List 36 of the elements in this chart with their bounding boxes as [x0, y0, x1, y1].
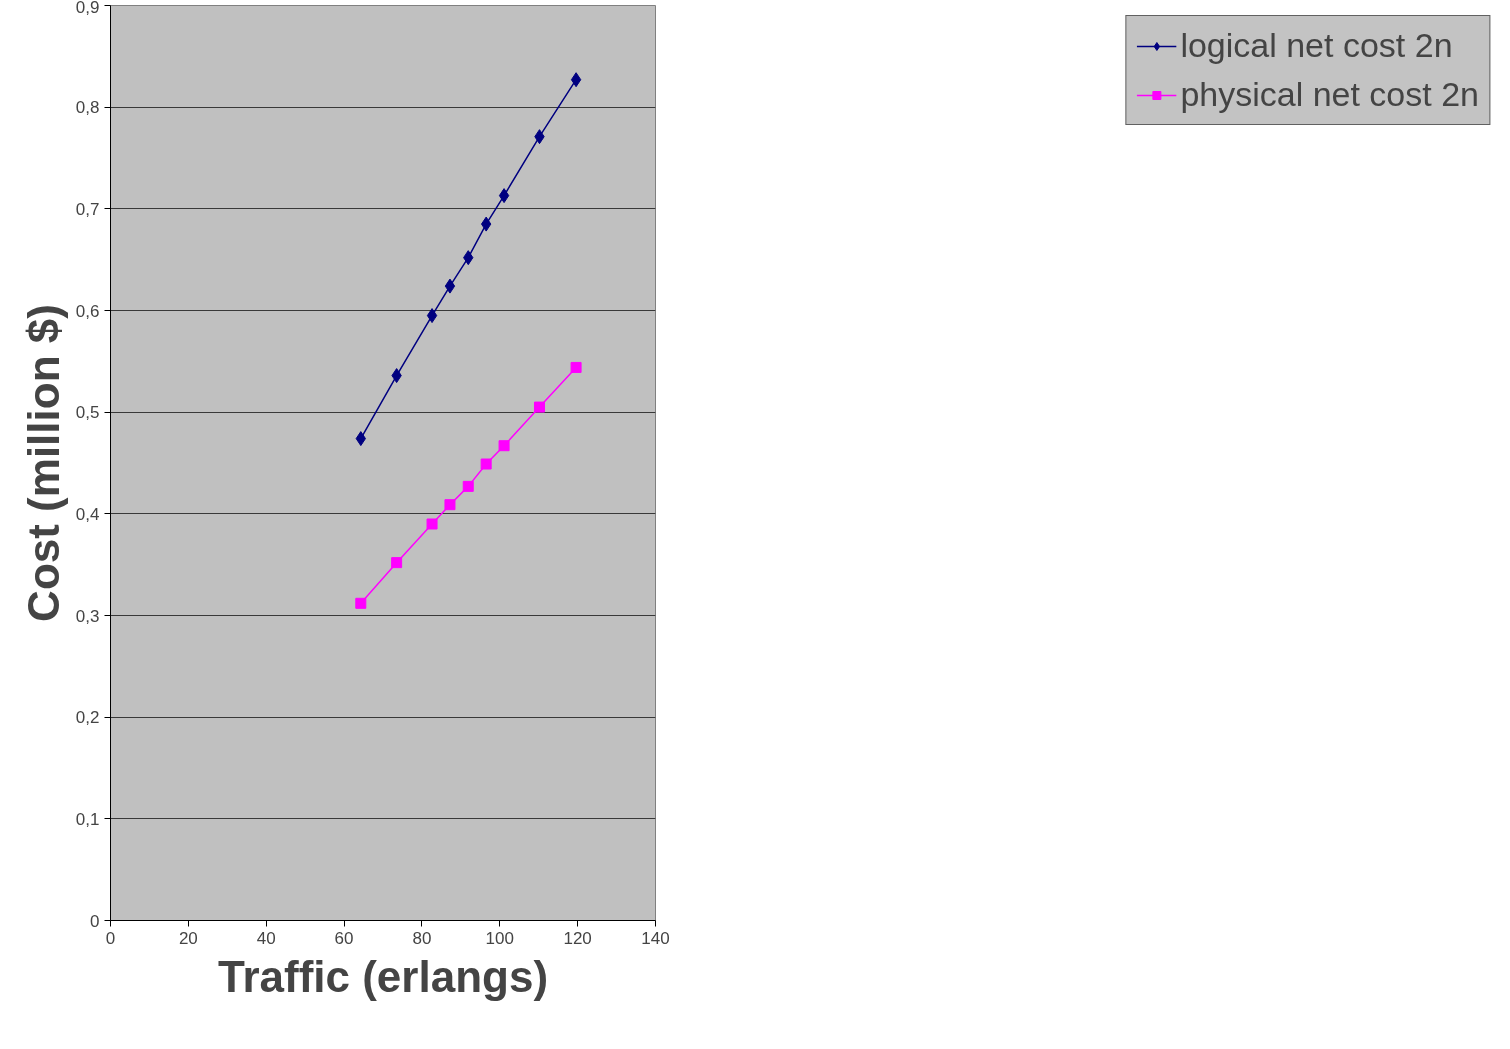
- point: [444, 278, 456, 294]
- x-tick-label: 20: [178, 928, 198, 948]
- y-tick-label: 0,6: [75, 301, 100, 321]
- x-tick-label: 100: [485, 928, 514, 948]
- point: [426, 308, 438, 324]
- point: [444, 499, 456, 511]
- y-tick-label: 0,1: [75, 809, 100, 829]
- x-tick-label: 80: [412, 928, 432, 948]
- y-tick-label: 0,5: [75, 403, 100, 423]
- y-tick-label: 0,3: [75, 606, 100, 626]
- y-tick-label: 0,7: [75, 199, 100, 219]
- legend-label: physical net cost 2n: [1180, 75, 1479, 114]
- point: [391, 557, 403, 569]
- x-axis-title: Traffic (erlangs): [217, 951, 549, 1001]
- x-tick-label: 60: [334, 928, 354, 948]
- point: [480, 458, 492, 470]
- point: [570, 72, 582, 88]
- point: [498, 188, 510, 204]
- point: [426, 518, 438, 530]
- x-tick-label: 140: [641, 928, 670, 948]
- y-tick-label: 0: [90, 911, 100, 931]
- y-axis-title: Cost (million $): [18, 304, 68, 622]
- y-tick-label: 0,9: [75, 0, 100, 17]
- point: [533, 401, 545, 413]
- x-tick-label: 120: [563, 928, 592, 948]
- y-tick-label: 0,8: [75, 98, 100, 118]
- point: [480, 216, 492, 232]
- point: [355, 597, 367, 609]
- y-tick-label: 0,4: [75, 504, 100, 524]
- point: [462, 480, 474, 492]
- y-tick-label: 0,2: [75, 708, 100, 728]
- point: [498, 440, 510, 452]
- legend-label: logical net cost 2n: [1180, 26, 1453, 65]
- x-tick-label: 0: [105, 928, 116, 948]
- point: [570, 361, 582, 373]
- x-tick-label: 40: [256, 928, 276, 948]
